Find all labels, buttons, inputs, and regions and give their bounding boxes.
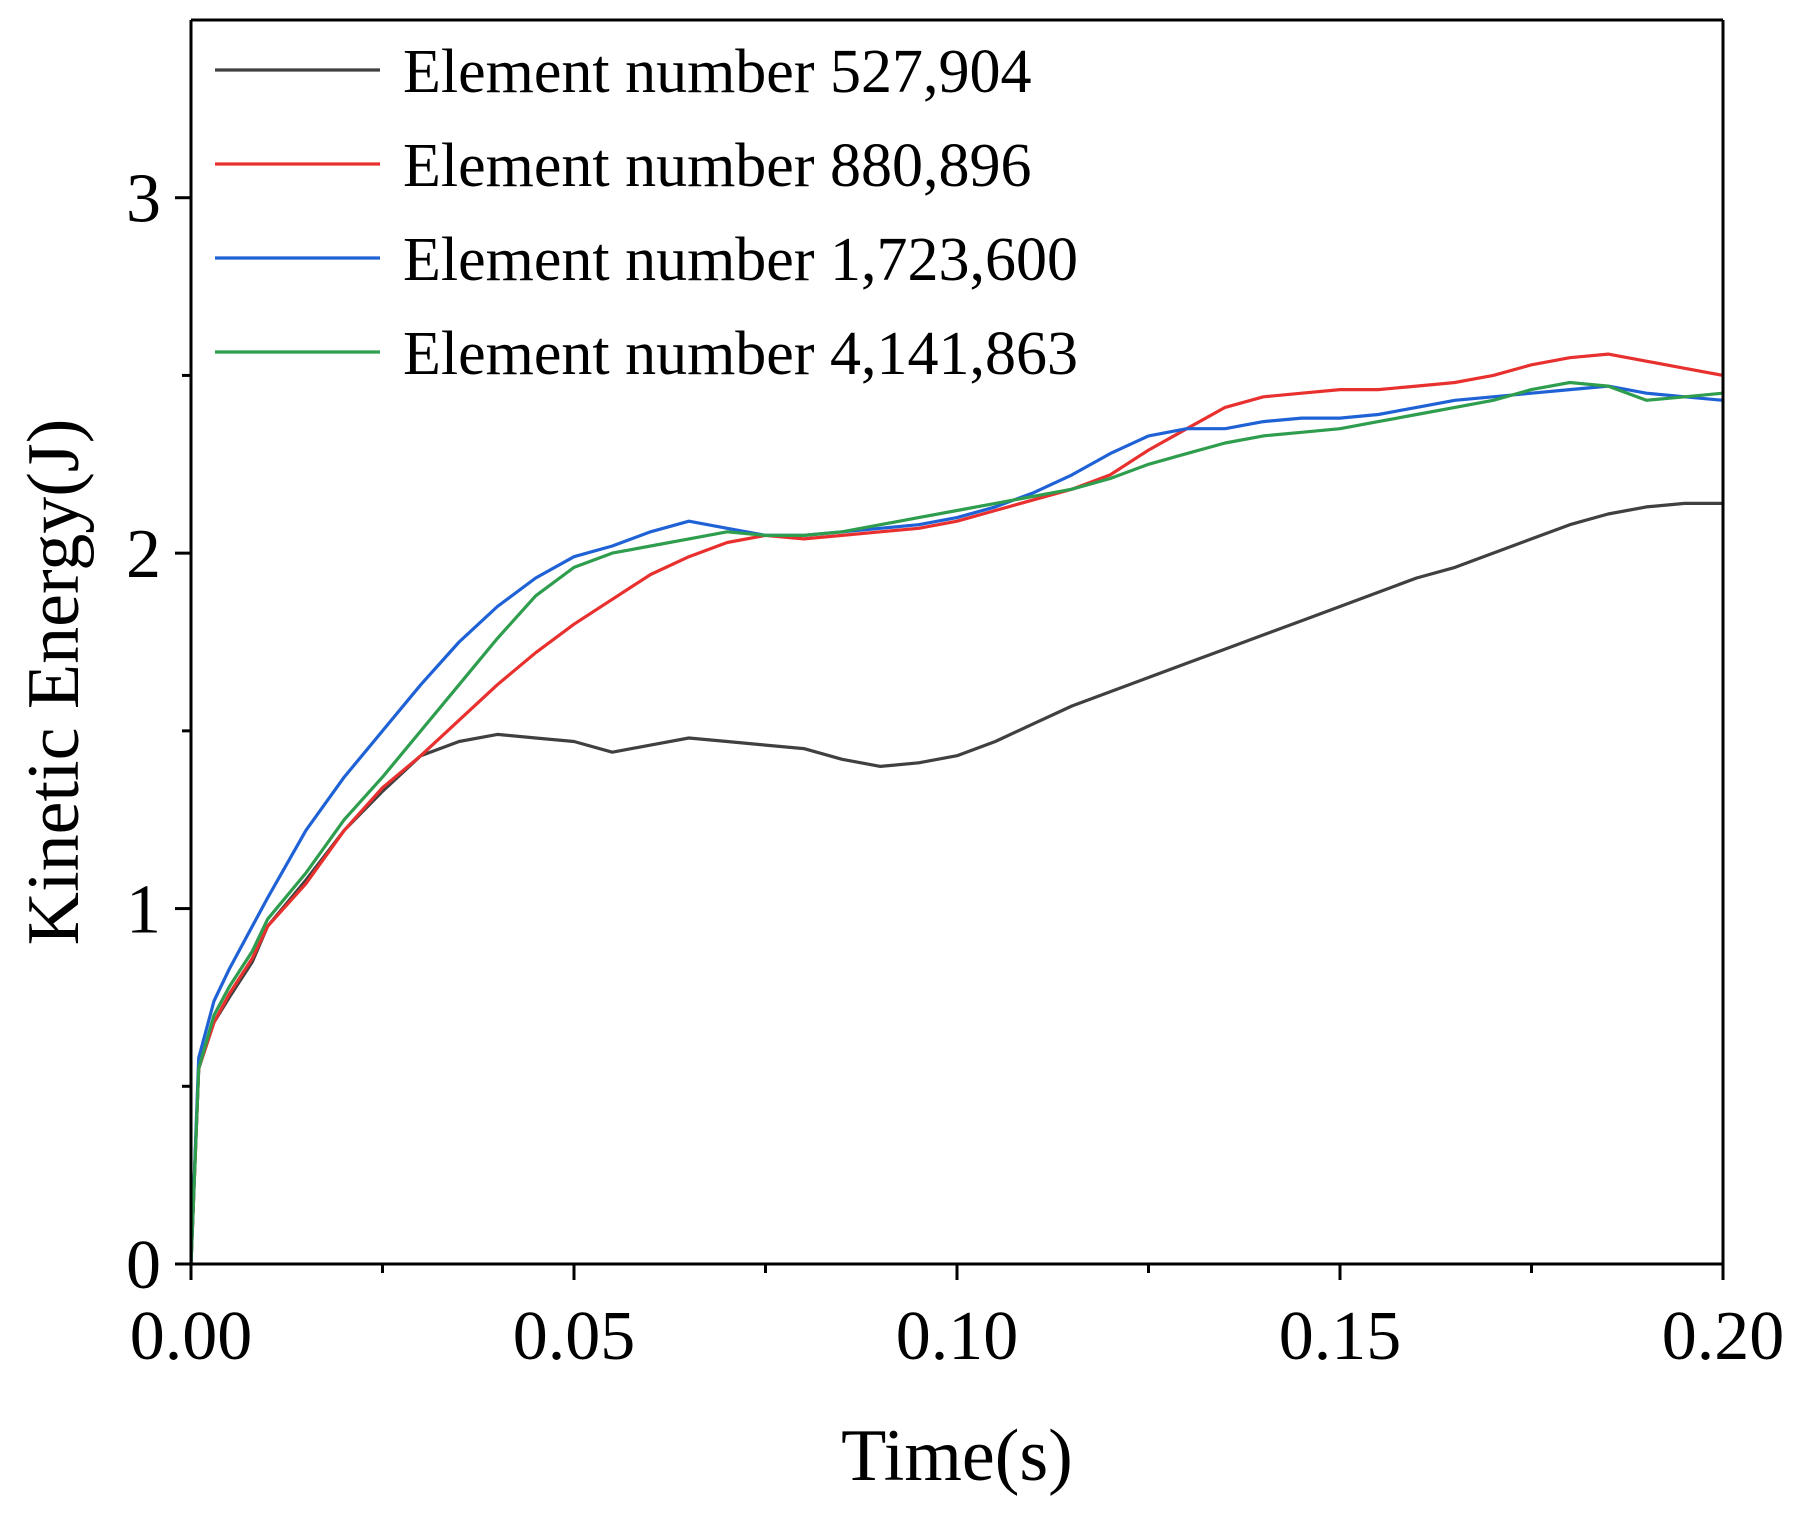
legend-label-4: Element number 4,141,863 [403, 320, 1078, 388]
legend: Element number 527,904 Element number 880… [215, 38, 1078, 388]
x-tick-label: 0.20 [1662, 1298, 1785, 1375]
y-tick-label: 2 [126, 516, 161, 593]
legend-label-3: Element number 1,723,600 [403, 226, 1078, 294]
legend-label-1: Element number 527,904 [403, 38, 1031, 106]
series-layer [191, 352, 1723, 1264]
x-tick-label: 0.10 [896, 1298, 1019, 1375]
y-tick-label: 0 [126, 1227, 161, 1304]
series-line-3 [191, 384, 1723, 1264]
x-tick-label: 0.05 [513, 1298, 636, 1375]
x-tick-label: 0.15 [1279, 1298, 1402, 1375]
x-tick-label: 0.00 [130, 1298, 253, 1375]
series-line-2 [191, 352, 1723, 1264]
series-line-4 [191, 380, 1723, 1264]
y-tick-label: 3 [126, 161, 161, 238]
plot-area [191, 352, 1723, 1264]
ticks: 0.00 0.05 0.10 0.15 0.20 0 1 2 3 [126, 161, 1784, 1375]
y-axis-title: Kinetic Energy(J) [13, 419, 95, 946]
legend-label-2: Element number 880,896 [403, 132, 1031, 200]
x-axis-title: Time(s) [841, 1415, 1073, 1497]
series-line-1 [191, 501, 1723, 1264]
axes [189, 18, 1725, 1266]
y-tick-label: 1 [126, 872, 161, 949]
